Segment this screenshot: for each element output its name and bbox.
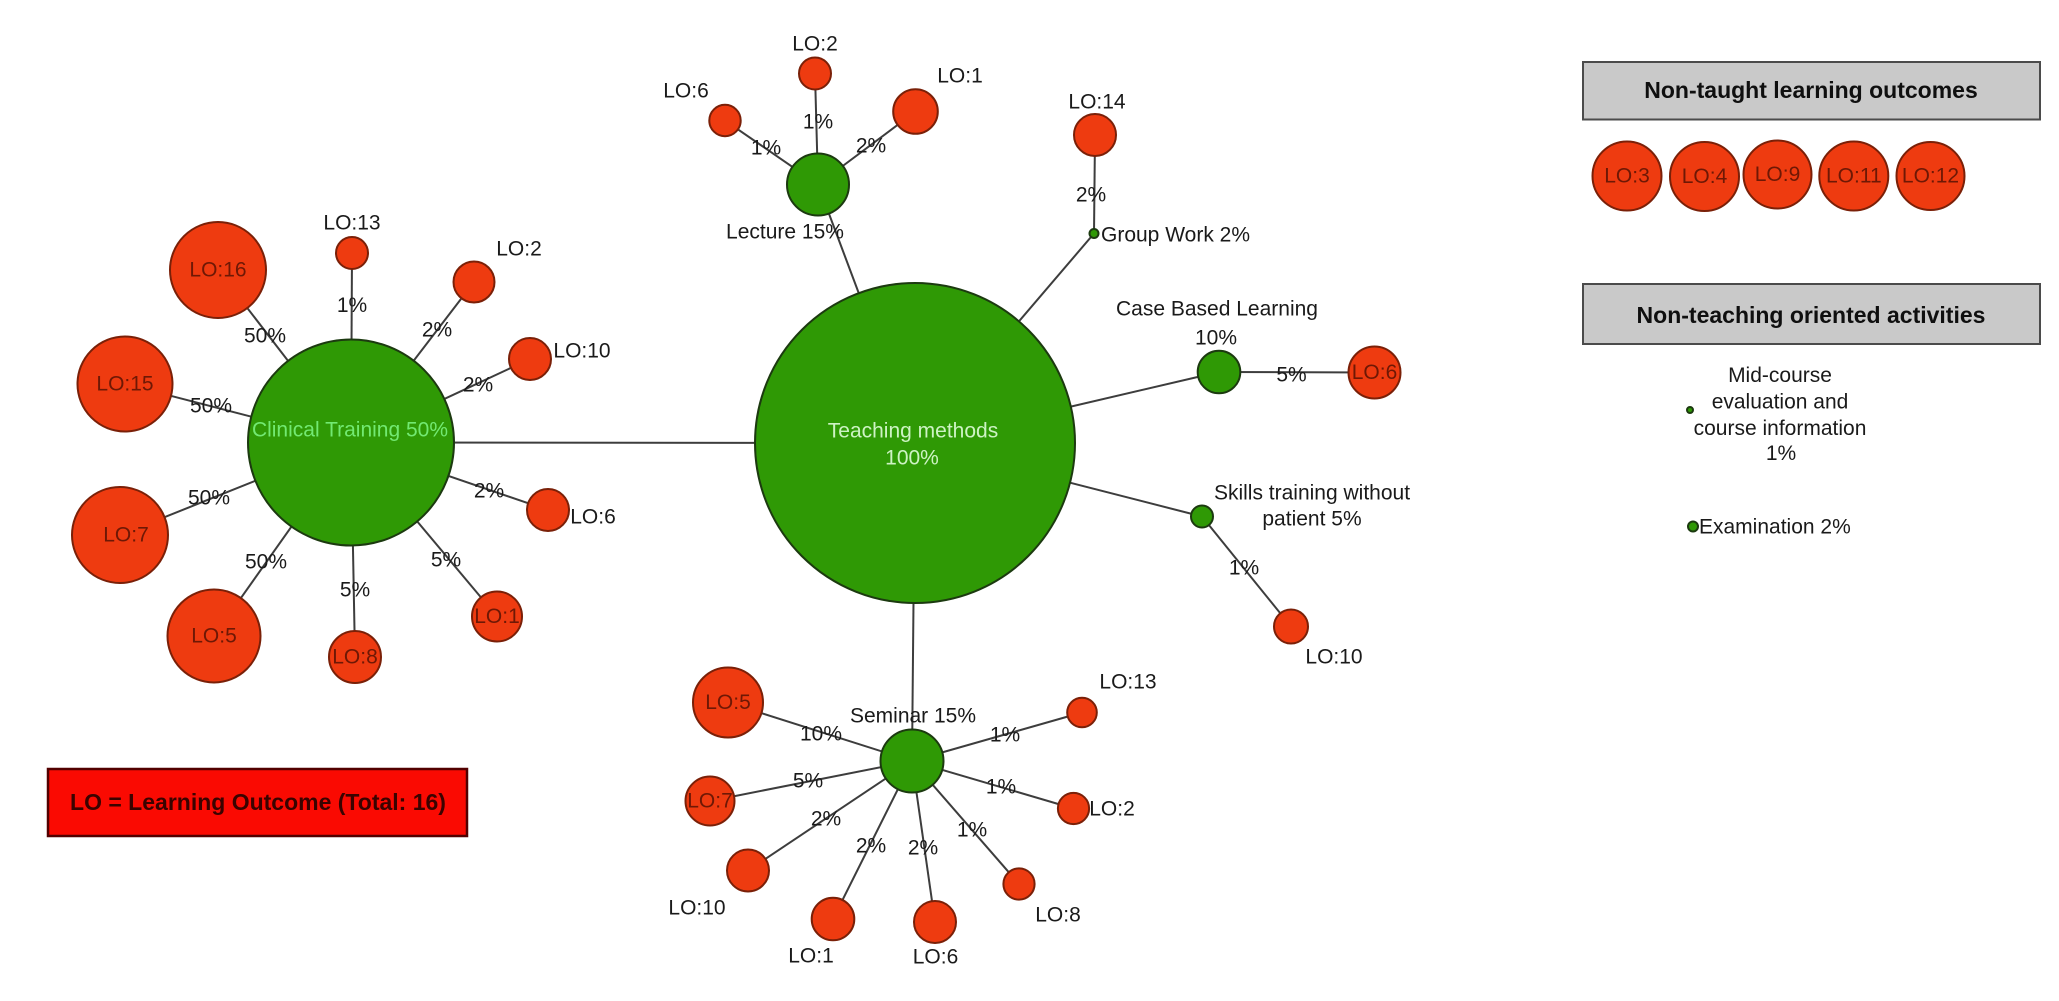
svg-text:Non-teaching oriented activiti: Non-teaching oriented activities [1637, 302, 1986, 328]
svg-text:LO:9: LO:9 [1755, 163, 1801, 186]
svg-text:evaluation and: evaluation and [1712, 390, 1849, 413]
svg-text:LO:15: LO:15 [96, 373, 153, 396]
svg-text:LO:5: LO:5 [705, 691, 751, 714]
svg-text:LO:11: LO:11 [1826, 165, 1882, 188]
svg-text:LO:7: LO:7 [687, 790, 733, 813]
svg-text:1%: 1% [990, 724, 1020, 747]
svg-text:LO:6: LO:6 [570, 506, 616, 529]
svg-text:2%: 2% [422, 319, 452, 342]
svg-text:Mid-course: Mid-course [1728, 364, 1832, 387]
svg-text:LO:8: LO:8 [1035, 904, 1081, 927]
svg-text:LO:2: LO:2 [1089, 798, 1135, 821]
svg-text:5%: 5% [793, 770, 823, 793]
svg-text:50%: 50% [245, 551, 287, 574]
svg-text:2%: 2% [856, 835, 886, 858]
svg-text:Seminar 15%: Seminar 15% [850, 705, 976, 728]
svg-text:LO:2: LO:2 [792, 33, 838, 56]
svg-text:5%: 5% [1276, 364, 1306, 387]
svg-text:1%: 1% [751, 137, 781, 160]
svg-text:10%: 10% [800, 723, 842, 746]
svg-text:LO:6: LO:6 [1352, 361, 1398, 384]
svg-text:1%: 1% [1766, 442, 1796, 465]
svg-text:LO:12: LO:12 [1902, 165, 1959, 188]
svg-text:50%: 50% [244, 325, 286, 348]
svg-text:2%: 2% [474, 480, 504, 503]
svg-text:LO:2: LO:2 [496, 238, 542, 261]
svg-text:LO:1: LO:1 [788, 945, 834, 968]
svg-text:1%: 1% [957, 819, 987, 842]
svg-text:2%: 2% [908, 837, 938, 860]
svg-text:LO:13: LO:13 [323, 212, 380, 235]
svg-text:LO:13: LO:13 [1099, 671, 1156, 694]
svg-text:Examination 2%: Examination 2% [1699, 516, 1851, 539]
svg-text:LO:10: LO:10 [1305, 646, 1362, 669]
svg-text:LO:6: LO:6 [913, 946, 959, 969]
svg-text:LO:10: LO:10 [553, 340, 610, 363]
svg-text:course information: course information [1694, 417, 1867, 440]
svg-text:Clinical Training 50%: Clinical Training 50% [252, 419, 448, 442]
svg-text:Lecture 15%: Lecture 15% [726, 221, 844, 244]
svg-text:50%: 50% [188, 487, 230, 510]
svg-text:10%: 10% [1195, 327, 1237, 350]
svg-text:LO:6: LO:6 [663, 80, 709, 103]
svg-text:Non-taught learning outcomes: Non-taught learning outcomes [1644, 77, 1978, 103]
svg-text:2%: 2% [856, 135, 886, 158]
svg-text:LO:1: LO:1 [474, 605, 520, 628]
svg-text:Skills training without: Skills training without [1214, 482, 1410, 505]
svg-text:LO:5: LO:5 [191, 625, 237, 648]
svg-text:LO:10: LO:10 [668, 897, 725, 920]
svg-text:1%: 1% [1229, 557, 1259, 580]
svg-text:Group Work 2%: Group Work 2% [1101, 224, 1250, 247]
svg-text:LO:1: LO:1 [937, 65, 983, 88]
svg-text:5%: 5% [340, 579, 370, 602]
svg-text:Case Based Learning: Case Based Learning [1116, 298, 1318, 321]
svg-text:50%: 50% [190, 395, 232, 418]
svg-text:LO:7: LO:7 [103, 524, 149, 547]
svg-text:1%: 1% [986, 776, 1016, 799]
svg-text:1%: 1% [337, 294, 367, 317]
svg-text:100%: 100% [885, 447, 939, 470]
svg-text:LO:3: LO:3 [1604, 165, 1650, 188]
svg-text:1%: 1% [803, 111, 833, 134]
svg-text:2%: 2% [463, 374, 493, 397]
svg-text:LO:16: LO:16 [189, 259, 246, 282]
svg-text:LO:4: LO:4 [1682, 165, 1728, 188]
svg-text:LO = Learning Outcome (Total:: LO = Learning Outcome (Total: 16) [70, 789, 446, 815]
svg-text:LO:14: LO:14 [1068, 91, 1126, 114]
svg-text:2%: 2% [1076, 184, 1106, 207]
svg-text:2%: 2% [811, 808, 841, 831]
svg-text:patient 5%: patient 5% [1262, 508, 1361, 531]
svg-text:LO:8: LO:8 [332, 646, 378, 669]
svg-text:5%: 5% [431, 549, 461, 572]
svg-text:Teaching methods: Teaching methods [828, 420, 998, 443]
